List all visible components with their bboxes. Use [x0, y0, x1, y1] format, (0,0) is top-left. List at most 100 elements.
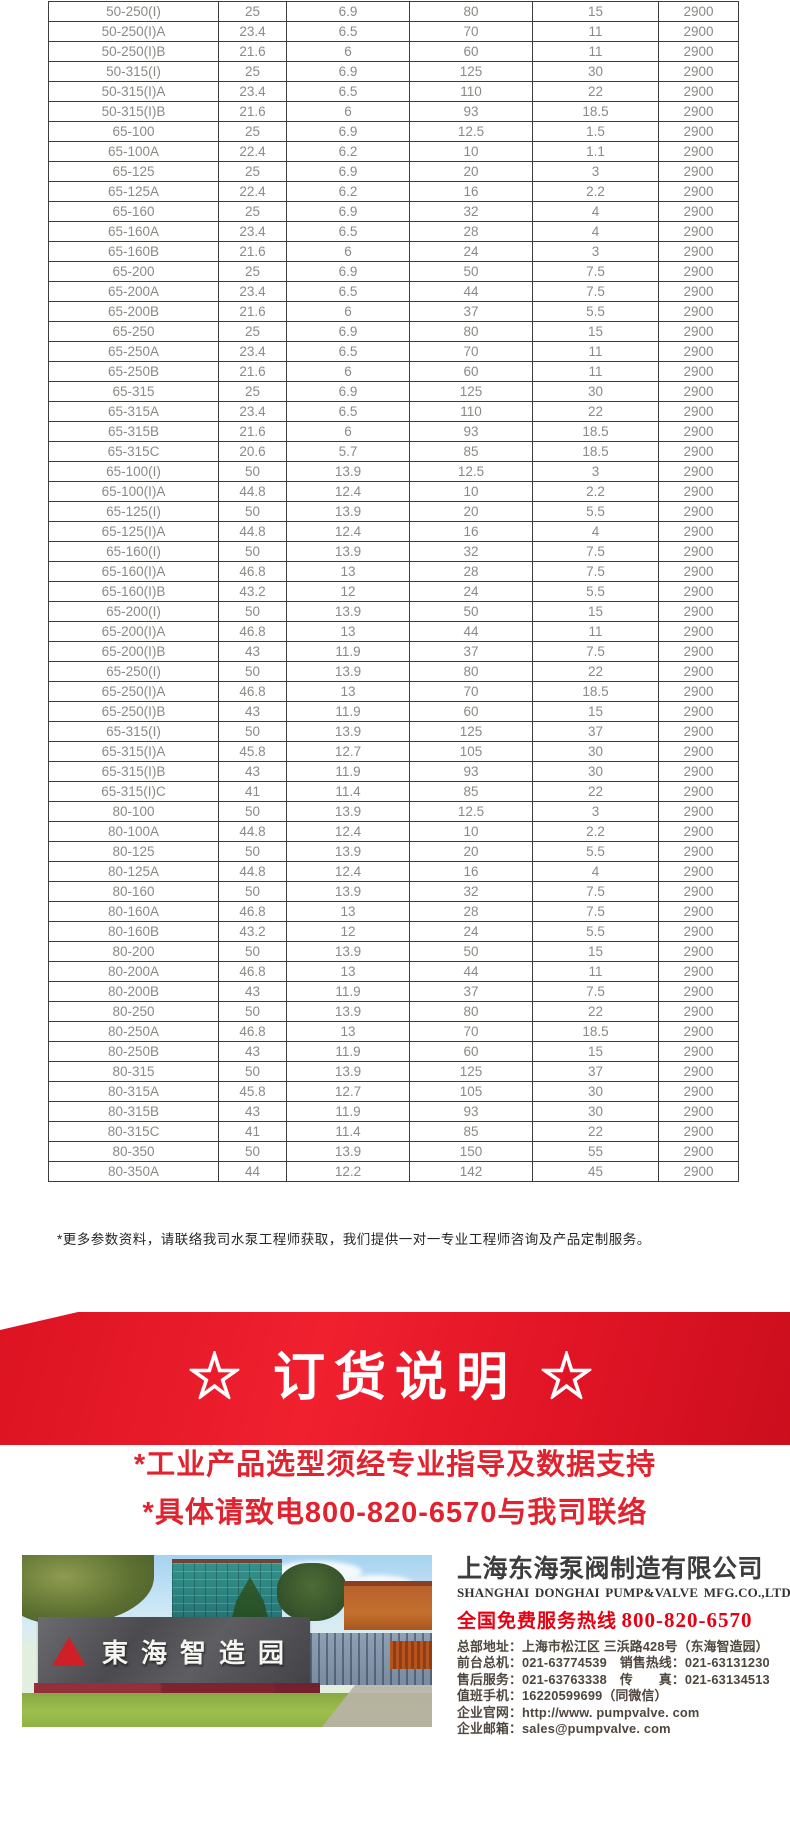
table-cell: 6.2 — [286, 181, 410, 202]
table-cell: 93 — [409, 421, 533, 442]
company-hotline: 全国免费服务热线 800-820-6570 — [457, 1606, 768, 1633]
table-cell: 60 — [409, 701, 533, 722]
table-cell: 6 — [286, 361, 410, 382]
table-row: 65-315(I)B 43 11.9 93 30 2900 — [48, 761, 739, 782]
table-cell: 65-250A — [48, 341, 219, 362]
table-cell: 2900 — [658, 721, 739, 742]
hotline-number: 800-820-6570 — [621, 1608, 753, 1632]
table-cell: 2900 — [658, 681, 739, 702]
table-cell: 1.1 — [532, 141, 659, 162]
table-cell: 11.9 — [286, 701, 410, 722]
table-cell: 105 — [409, 741, 533, 762]
table-cell: 4 — [532, 201, 659, 222]
table-cell: 2.2 — [532, 181, 659, 202]
table-row: 65-100(I)A 44.8 12.4 10 2.2 2900 — [48, 481, 739, 502]
contact-line: 前台总机：021-63774539 销售热线：021-63131230 — [457, 1655, 770, 1671]
table-cell: 2900 — [658, 481, 739, 502]
table-cell: 65-125(I)A — [48, 521, 219, 542]
table-cell: 65-160B — [48, 241, 219, 262]
table-cell: 80-350A — [48, 1161, 219, 1182]
table-cell: 50 — [218, 661, 287, 682]
table-row: 65-100A 22.4 6.2 10 1.1 2900 — [48, 141, 739, 162]
table-cell: 60 — [409, 41, 533, 62]
table-row: 65-315C 20.6 5.7 85 18.5 2900 — [48, 441, 739, 462]
table-cell: 2900 — [658, 841, 739, 862]
table-cell: 6.9 — [286, 161, 410, 182]
table-row: 65-160B 21.6 6 24 3 2900 — [48, 241, 739, 262]
table-cell: 65-160(I)B — [48, 581, 219, 602]
table-row: 65-250(I)B 43 11.9 60 15 2900 — [48, 701, 739, 722]
table-cell: 7.5 — [532, 561, 659, 582]
table-cell: 65-315(I)B — [48, 761, 219, 782]
table-cell: 6.9 — [286, 321, 410, 342]
table-cell: 80 — [409, 1001, 533, 1022]
table-cell: 44.8 — [218, 821, 287, 842]
photo-sign-wall: 東海智造园 — [38, 1617, 310, 1685]
table-row: 65-200(I)A 46.8 13 44 11 2900 — [48, 621, 739, 642]
table-cell: 6.2 — [286, 141, 410, 162]
table-cell: 60 — [409, 1041, 533, 1062]
table-cell: 142 — [409, 1161, 533, 1182]
table-cell: 125 — [409, 1061, 533, 1082]
table-row: 65-315(I)C 41 11.4 85 22 2900 — [48, 781, 739, 802]
table-cell: 20 — [409, 841, 533, 862]
table-cell: 6.5 — [286, 401, 410, 422]
table-cell: 15 — [532, 321, 659, 342]
table-cell: 18.5 — [532, 1021, 659, 1042]
table-cell: 44 — [409, 961, 533, 982]
table-cell: 21.6 — [218, 361, 287, 382]
table-cell: 43 — [218, 1101, 287, 1122]
table-cell: 12.5 — [409, 461, 533, 482]
table-cell: 2900 — [658, 421, 739, 442]
table-cell: 2900 — [658, 761, 739, 782]
table-cell: 55 — [532, 1141, 659, 1162]
table-cell: 25 — [218, 321, 287, 342]
table-row: 65-315(I)A 45.8 12.7 105 30 2900 — [48, 741, 739, 762]
table-cell: 2900 — [658, 661, 739, 682]
table-cell: 30 — [532, 761, 659, 782]
photo-fence — [390, 1641, 432, 1669]
table-cell: 45.8 — [218, 1081, 287, 1102]
table-row: 65-250(I) 50 13.9 80 22 2900 — [48, 661, 739, 682]
table-cell: 28 — [409, 901, 533, 922]
table-row: 80-315C 41 11.4 85 22 2900 — [48, 1121, 739, 1142]
table-row: 65-125(I)A 44.8 12.4 16 4 2900 — [48, 521, 739, 542]
table-cell: 46.8 — [218, 621, 287, 642]
table-row: 80-250A 46.8 13 70 18.5 2900 — [48, 1021, 739, 1042]
table-cell: 23.4 — [218, 341, 287, 362]
table-cell: 65-160A — [48, 221, 219, 242]
table-cell: 12.5 — [409, 121, 533, 142]
table-cell: 2900 — [658, 941, 739, 962]
table-cell: 11.9 — [286, 761, 410, 782]
table-cell: 13 — [286, 901, 410, 922]
table-cell: 2900 — [658, 221, 739, 242]
table-cell: 65-200B — [48, 301, 219, 322]
table-row: 80-200 50 13.9 50 15 2900 — [48, 941, 739, 962]
table-cell: 12 — [286, 581, 410, 602]
table-cell: 70 — [409, 341, 533, 362]
table-cell: 50-315(I)A — [48, 81, 219, 102]
table-cell: 125 — [409, 61, 533, 82]
table-cell: 43 — [218, 641, 287, 662]
table-cell: 85 — [409, 1121, 533, 1142]
table-cell: 2900 — [658, 361, 739, 382]
table-cell: 2900 — [658, 1061, 739, 1082]
table-cell: 80-315A — [48, 1081, 219, 1102]
table-cell: 15 — [532, 601, 659, 622]
table-cell: 11 — [532, 341, 659, 362]
table-cell: 21.6 — [218, 101, 287, 122]
photo-tree-right — [277, 1563, 347, 1621]
table-cell: 80-160B — [48, 921, 219, 942]
table-cell: 93 — [409, 101, 533, 122]
table-cell: 2900 — [658, 821, 739, 842]
table-cell: 13.9 — [286, 661, 410, 682]
table-cell: 28 — [409, 561, 533, 582]
table-row: 65-200A 23.4 6.5 44 7.5 2900 — [48, 281, 739, 302]
table-cell: 13.9 — [286, 721, 410, 742]
table-cell: 4 — [532, 861, 659, 882]
table-cell: 50 — [218, 721, 287, 742]
table-row: 65-200(I)B 43 11.9 37 7.5 2900 — [48, 641, 739, 662]
table-cell: 2900 — [658, 101, 739, 122]
table-row: 50-250(I)A 23.4 6.5 70 11 2900 — [48, 21, 739, 42]
